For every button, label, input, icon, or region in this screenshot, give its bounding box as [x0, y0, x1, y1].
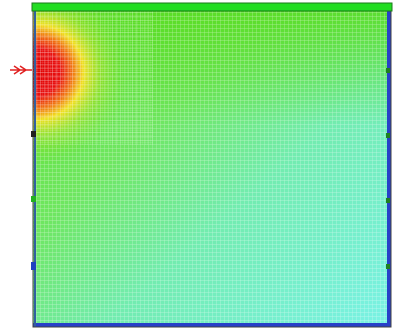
- page: (() => { const data = JSON.parse(documen…: [0, 0, 395, 331]
- support: [386, 133, 390, 138]
- fea-view: [0, 0, 395, 331]
- load-arrow: [10, 66, 32, 74]
- support: [386, 198, 390, 203]
- support: [31, 196, 36, 202]
- support: [31, 262, 36, 270]
- top-band: [32, 3, 392, 11]
- support: [31, 131, 36, 137]
- support: [386, 264, 390, 269]
- mesh-refined: [33, 5, 153, 145]
- support: [386, 68, 390, 73]
- left-supports: [10, 66, 36, 270]
